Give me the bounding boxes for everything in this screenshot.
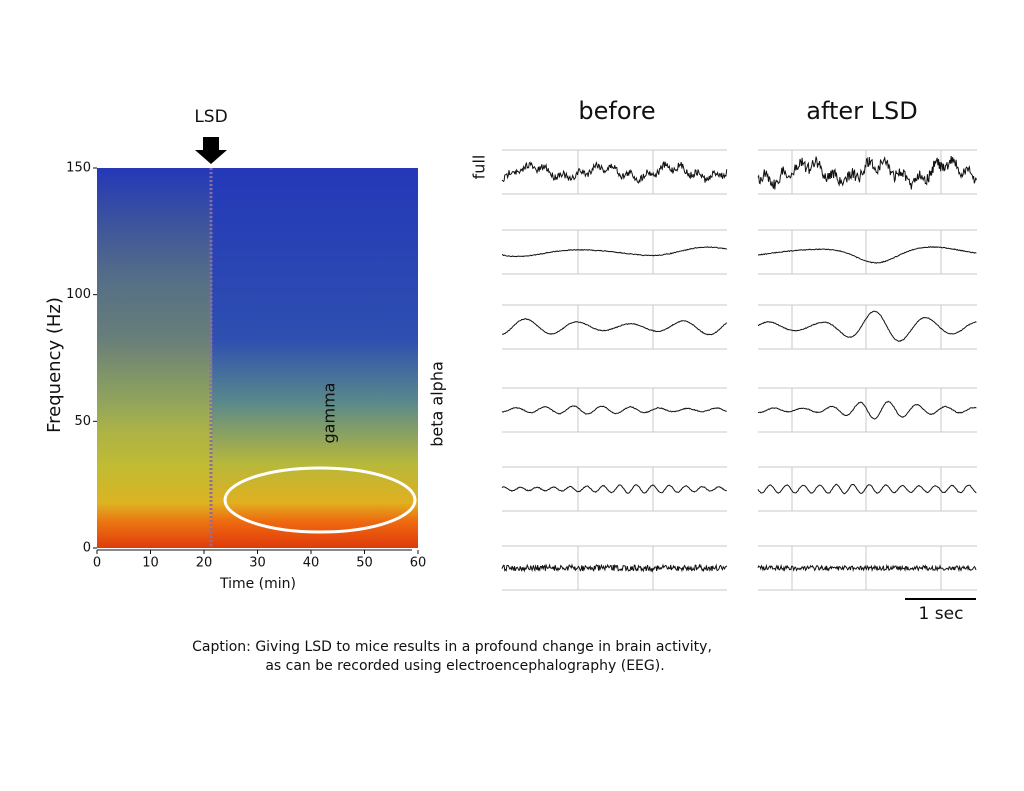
x-axis-label: Time (min) <box>219 576 296 592</box>
x-tick-label: 0 <box>93 556 101 571</box>
eeg-trace <box>501 405 727 415</box>
eeg-trace <box>501 160 728 184</box>
eeg-trace <box>501 484 727 494</box>
eeg-trace <box>757 310 977 342</box>
x-tick-label: 10 <box>142 556 159 571</box>
lsd-arrow <box>195 137 227 164</box>
caption-line: as can be recorded using electroencephal… <box>265 658 664 674</box>
eeg-trace <box>757 156 977 190</box>
caption-line: Caption: Giving LSD to mice results in a… <box>192 639 712 655</box>
y-tick-label: 0 <box>83 541 91 556</box>
scale-bar-label: 1 sec <box>919 604 964 624</box>
x-tick-label: 30 <box>249 556 266 571</box>
x-tick-label: 40 <box>303 556 320 571</box>
eeg-trace <box>757 400 977 420</box>
band-label: gamma <box>320 383 339 444</box>
y-tick-label: 150 <box>66 161 91 176</box>
band-label: beta alpha <box>428 361 447 447</box>
x-tick-label: 20 <box>196 556 213 571</box>
y-tick-label: 100 <box>66 287 91 302</box>
column-title: before <box>578 97 655 125</box>
x-tick-label: 50 <box>356 556 373 571</box>
eeg-trace <box>757 563 977 573</box>
y-tick-label: 50 <box>74 414 91 429</box>
trace-panels <box>501 149 977 591</box>
x-tick-label: 60 <box>410 556 427 571</box>
eeg-trace <box>501 246 727 258</box>
marker-label: LSD <box>194 107 227 127</box>
y-axis-label: Frequency (Hz) <box>44 297 65 433</box>
eeg-trace <box>502 318 728 336</box>
row-label: full <box>470 155 489 180</box>
eeg-trace <box>757 483 977 495</box>
highlight-ellipse <box>223 466 417 534</box>
eeg-trace <box>757 246 977 264</box>
column-title: after LSD <box>806 97 918 125</box>
spectrogram <box>97 168 418 548</box>
eeg-trace <box>501 563 728 573</box>
